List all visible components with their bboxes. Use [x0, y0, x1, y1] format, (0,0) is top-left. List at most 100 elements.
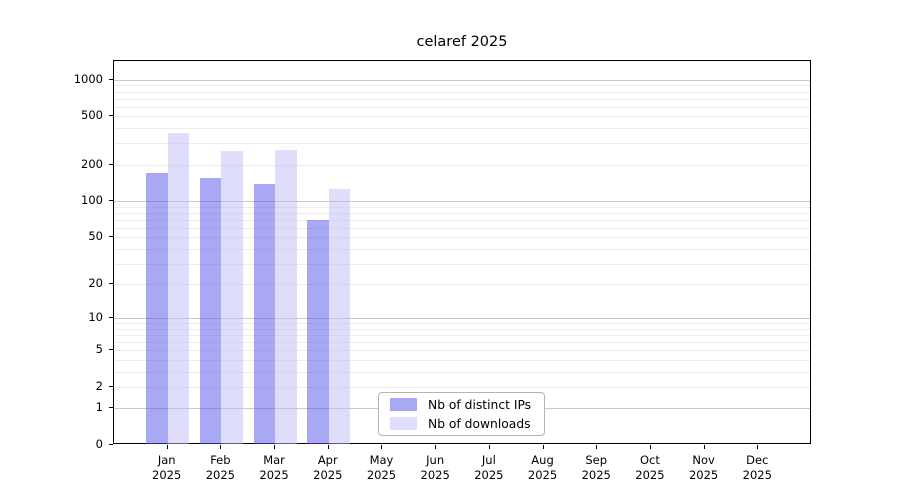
- y-tick-mark: [109, 317, 113, 319]
- grid-minor-line: [114, 98, 810, 100]
- bar-jan-nb-of-distinct-ips: [146, 172, 168, 444]
- grid-minor-line: [114, 323, 810, 325]
- x-tick-month: Sep: [585, 453, 608, 467]
- x-tick-label-jan: Jan 2025: [139, 453, 195, 482]
- y-tick-mark: [109, 283, 113, 285]
- y-tick-label: 200: [81, 156, 103, 171]
- x-tick-label-apr: Apr 2025: [300, 453, 356, 482]
- grid-minor-line: [114, 359, 810, 361]
- x-tick-mark: [327, 445, 329, 449]
- chart-title: celaref 2025: [416, 34, 508, 50]
- x-tick-year: 2025: [152, 467, 182, 482]
- legend-entry: Nb of downloads: [379, 417, 544, 431]
- grid-minor-line: [114, 386, 810, 388]
- x-tick-label-may: May 2025: [353, 453, 409, 482]
- x-tick-label-aug: Aug 2025: [515, 453, 571, 482]
- grid-minor-line: [114, 284, 810, 286]
- x-tick-label-mar: Mar 2025: [246, 453, 302, 482]
- bar-jan-nb-of-downloads: [167, 133, 190, 444]
- grid-major-line: [114, 79, 810, 81]
- x-tick-month: Mar: [263, 453, 285, 467]
- plot-area: [113, 60, 811, 444]
- x-tick-label-oct: Oct 2025: [622, 453, 678, 482]
- x-tick-label-feb: Feb 2025: [192, 453, 248, 482]
- y-tick-mark: [109, 115, 113, 117]
- y-tick-mark: [109, 444, 113, 445]
- x-tick-month: Feb: [210, 453, 231, 467]
- grid-minor-line: [114, 227, 810, 229]
- y-tick-label: 0: [95, 437, 103, 451]
- y-tick-mark: [109, 200, 113, 202]
- x-tick-year: 2025: [581, 467, 611, 482]
- y-tick-label: 20: [88, 276, 103, 291]
- y-tick-mark: [109, 78, 113, 80]
- x-tick-month: Jun: [426, 453, 445, 467]
- grid-minor-line: [114, 371, 810, 373]
- grid-minor-line: [114, 206, 810, 208]
- grid-minor-line: [114, 335, 810, 337]
- x-tick-label-nov: Nov 2025: [676, 453, 732, 482]
- y-tick-label: 1000: [73, 71, 103, 86]
- legend-label: Nb of distinct IPs: [428, 397, 532, 412]
- x-tick-year: 2025: [527, 467, 558, 482]
- grid-major-line: [114, 318, 810, 320]
- x-tick-mark: [381, 445, 383, 449]
- legend: Nb of distinct IPs Nb of downloads: [378, 392, 545, 436]
- x-tick-year: 2025: [635, 467, 665, 482]
- grid-major-line: [114, 201, 810, 203]
- grid-minor-line: [114, 143, 810, 145]
- x-tick-year: 2025: [313, 467, 343, 482]
- grid-minor-line: [114, 212, 810, 214]
- x-tick-year: 2025: [366, 467, 397, 482]
- x-tick-mark: [166, 445, 168, 449]
- grid-minor-line: [114, 237, 810, 239]
- x-tick-mark: [274, 445, 276, 449]
- grid-minor-line: [114, 106, 810, 108]
- legend-entry: Nb of distinct IPs: [379, 398, 544, 412]
- grid-minor-line: [114, 350, 810, 352]
- bar-feb-nb-of-downloads: [221, 151, 243, 444]
- y-tick-mark: [109, 236, 113, 238]
- x-tick-month: Jul: [481, 453, 496, 467]
- y-tick-mark: [109, 163, 113, 165]
- x-tick-month: May: [369, 453, 394, 467]
- x-tick-month: Apr: [317, 453, 338, 467]
- y-tick-label: 10: [88, 310, 103, 325]
- legend-swatch-nb-of-distinct-ips: [390, 398, 417, 411]
- grid-minor-line: [114, 248, 810, 250]
- x-tick-year: 2025: [420, 467, 450, 482]
- grid-minor-line: [114, 91, 810, 93]
- grid-minor-line: [114, 328, 810, 330]
- bar-mar-nb-of-distinct-ips: [253, 184, 276, 444]
- x-tick-month: Aug: [531, 453, 554, 467]
- bar-apr-nb-of-downloads: [328, 189, 351, 444]
- x-tick-mark: [757, 445, 759, 449]
- x-tick-month: Nov: [692, 453, 715, 467]
- y-tick-label: 2: [95, 378, 103, 393]
- x-tick-label-jun: Jun 2025: [407, 453, 463, 482]
- x-tick-year: 2025: [742, 467, 772, 482]
- legend-label: Nb of downloads: [428, 416, 531, 431]
- y-tick-label: 1: [95, 400, 103, 415]
- x-tick-month: Jan: [157, 453, 176, 467]
- grid-minor-line: [114, 263, 810, 265]
- x-tick-year: 2025: [205, 467, 236, 482]
- y-tick-label: 5: [95, 342, 103, 357]
- x-tick-mark: [542, 445, 544, 449]
- y-tick-label: 100: [81, 193, 103, 208]
- legend-swatch-nb-of-downloads: [390, 417, 417, 430]
- x-tick-label-dec: Dec 2025: [729, 453, 785, 482]
- grid-minor-line: [114, 342, 810, 344]
- bar-feb-nb-of-distinct-ips: [199, 177, 222, 444]
- x-tick-mark: [703, 445, 705, 449]
- x-tick-year: 2025: [688, 467, 719, 482]
- y-tick-label: 500: [81, 108, 103, 123]
- bar-apr-nb-of-distinct-ips: [307, 220, 329, 444]
- bar-mar-nb-of-downloads: [275, 149, 297, 444]
- y-tick-mark: [109, 407, 113, 409]
- x-tick-month: Dec: [746, 453, 769, 467]
- y-tick-mark: [109, 385, 113, 387]
- x-tick-label-sep: Sep 2025: [568, 453, 624, 482]
- y-tick-label: 50: [88, 229, 103, 244]
- x-tick-mark: [488, 445, 490, 449]
